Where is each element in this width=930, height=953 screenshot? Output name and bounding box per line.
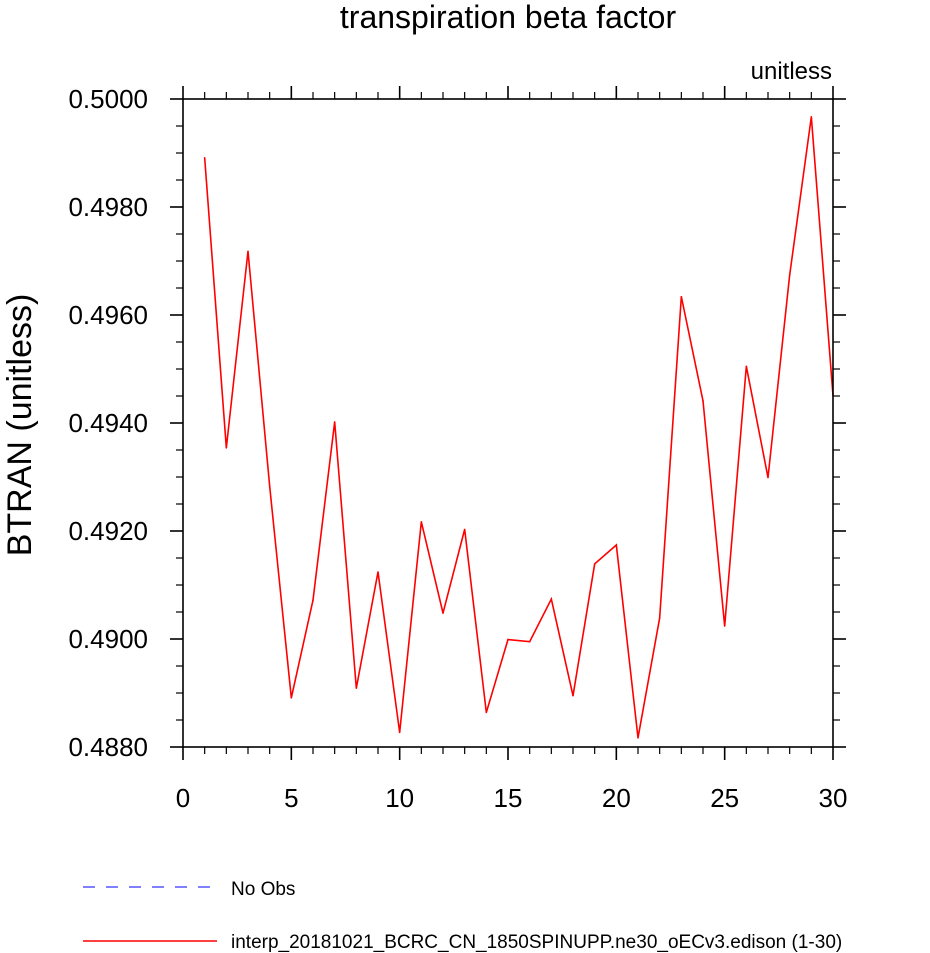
legend-label-no-obs: No Obs (231, 879, 295, 900)
x-tick-label: 30 (819, 783, 848, 813)
y-tick-label: 0.4920 (68, 516, 148, 546)
data-point (203, 157, 206, 159)
data-point (463, 528, 466, 531)
data-point (528, 640, 531, 643)
data-point (485, 711, 488, 714)
x-tick-label: 15 (494, 783, 523, 813)
data-point (680, 295, 683, 298)
y-tick-label: 0.5000 (68, 84, 148, 114)
plot-frame (182, 98, 834, 748)
x-tick-label: 5 (284, 783, 298, 813)
data-point (745, 365, 748, 368)
units-label: unitless (751, 58, 832, 85)
y-axis-label: BTRAN (unitless) (1, 294, 39, 557)
data-point (333, 421, 336, 423)
x-tick-label: 0 (176, 783, 190, 813)
data-point (355, 687, 358, 689)
data-point (788, 274, 791, 276)
series-layer (203, 116, 834, 739)
data-point (702, 400, 704, 402)
y-tick-label: 0.4880 (68, 732, 148, 762)
x-tick-label: 20 (602, 783, 631, 813)
data-point (442, 612, 444, 614)
axis-ticks (170, 86, 846, 760)
y-tick-label: 0.4900 (68, 624, 148, 654)
chart-title: transpiration beta factor (340, 0, 677, 35)
data-point (247, 250, 249, 253)
data-point (312, 599, 314, 601)
legend-label-model: interp_20181021_BCRC_CN_1850SPINUPP.ne30… (231, 932, 842, 953)
x-tick-label: 25 (710, 783, 739, 813)
y-tick-label: 0.4980 (68, 192, 148, 222)
y-tick-label: 0.4940 (68, 408, 148, 438)
data-point (767, 476, 769, 479)
data-point (810, 116, 813, 118)
data-point (398, 731, 401, 734)
data-point (268, 485, 271, 487)
data-point (377, 571, 379, 573)
y-tick-label: 0.4960 (68, 300, 148, 330)
data-point (658, 617, 661, 619)
data-point (290, 697, 293, 699)
legend: No Obs interp_20181021_BCRC_CN_1850SPINU… (83, 879, 842, 953)
data-point (572, 694, 574, 697)
data-point (507, 638, 509, 641)
data-point (723, 625, 726, 627)
x-tick-label: 10 (385, 783, 414, 813)
data-point (593, 563, 596, 565)
series-line-1 (203, 116, 834, 738)
data-point (225, 447, 228, 449)
axis-tick-labels: 0 5 10 15 20 25 30 0.4880 0.4900 0.4920 0.4940 0.49… (68, 84, 847, 813)
data-point (637, 737, 639, 739)
data-point (615, 544, 618, 546)
data-point (420, 521, 423, 523)
data-point (550, 598, 553, 600)
